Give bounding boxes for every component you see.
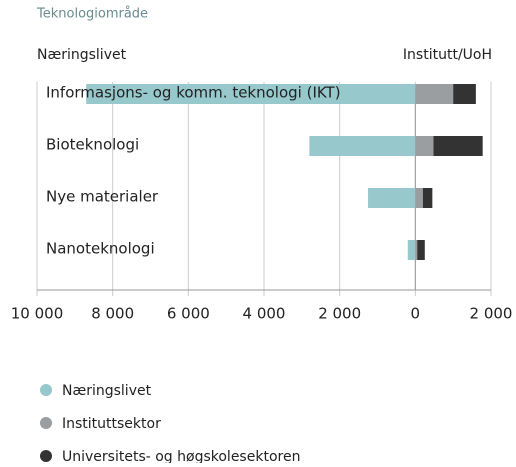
left-label: Næringslivet xyxy=(37,47,127,63)
category-label: Bioteknologi xyxy=(46,136,139,154)
x-tick-label: 2 000 xyxy=(470,305,513,323)
bar xyxy=(415,188,423,208)
category-label: Nanoteknologi xyxy=(46,240,155,258)
bar xyxy=(415,136,434,156)
legend-swatch xyxy=(40,450,52,462)
right-label: Institutt/UoH xyxy=(403,47,492,63)
bar xyxy=(86,84,416,104)
x-tick-label: 10 000 xyxy=(11,305,64,323)
bar xyxy=(309,136,416,156)
bar xyxy=(415,84,454,104)
bar xyxy=(407,240,416,260)
category-label: Informasjons- og komm. teknologi (IKT) xyxy=(46,84,341,102)
bar xyxy=(433,136,483,156)
x-tick-label: 2 000 xyxy=(318,305,361,323)
bar xyxy=(368,188,416,208)
x-tick-label: 8 000 xyxy=(91,305,134,323)
bar xyxy=(417,240,425,260)
legend-swatch xyxy=(40,384,52,396)
chart-title: Teknologiområde xyxy=(36,7,148,22)
legend-label: Instituttsektor xyxy=(62,416,161,432)
legend-label: Næringslivet xyxy=(62,383,152,399)
x-tick-label: 6 000 xyxy=(167,305,210,323)
x-tick-label: 4 000 xyxy=(243,305,286,323)
legend-label: Universitets- og høgskolesektoren xyxy=(62,449,300,463)
legend-swatch xyxy=(40,417,52,429)
bar xyxy=(453,84,476,104)
x-tick-label: 0 xyxy=(411,305,421,323)
bar xyxy=(415,240,418,260)
bar xyxy=(422,188,433,208)
category-label: Nye materialer xyxy=(46,188,159,206)
